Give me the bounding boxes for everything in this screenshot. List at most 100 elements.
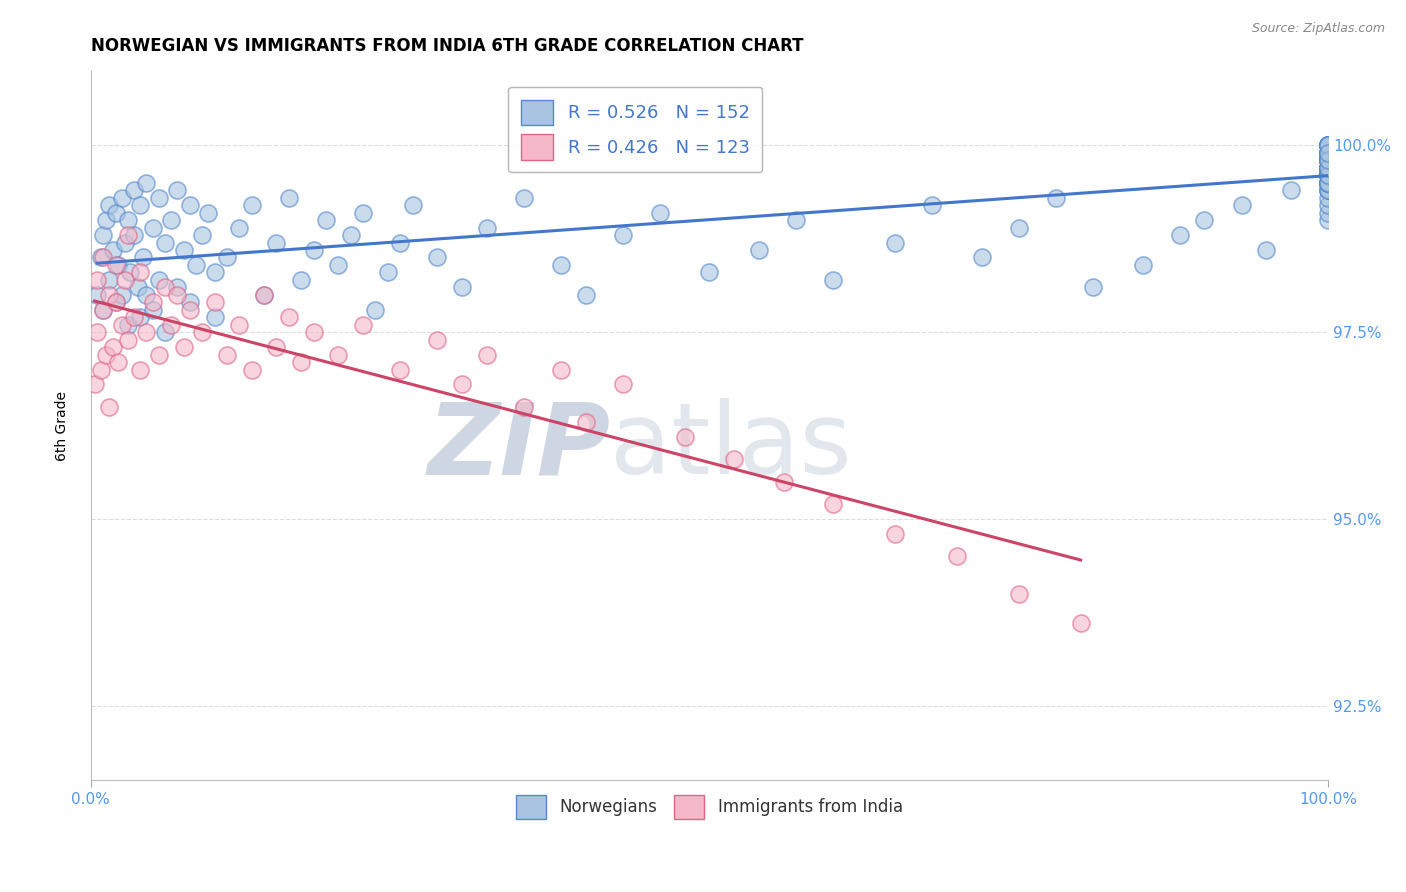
- Legend: Norwegians, Immigrants from India: Norwegians, Immigrants from India: [509, 789, 910, 825]
- Point: [401, 198, 423, 212]
- Point: [197, 205, 219, 219]
- Point: [160, 213, 183, 227]
- Point: [1317, 138, 1340, 153]
- Point: [1317, 169, 1340, 183]
- Point: [1317, 176, 1340, 190]
- Point: [302, 243, 325, 257]
- Point: [1070, 616, 1092, 631]
- Point: [160, 318, 183, 332]
- Point: [86, 288, 108, 302]
- Point: [1317, 169, 1340, 183]
- Point: [117, 228, 139, 243]
- Point: [114, 235, 136, 250]
- Point: [475, 220, 498, 235]
- Point: [129, 265, 152, 279]
- Point: [1317, 138, 1340, 153]
- Point: [1317, 169, 1340, 183]
- Point: [91, 302, 114, 317]
- Point: [1317, 145, 1340, 160]
- Point: [772, 475, 794, 489]
- Point: [785, 213, 807, 227]
- Point: [1317, 161, 1340, 175]
- Point: [1317, 176, 1340, 190]
- Point: [1279, 183, 1302, 197]
- Point: [723, 452, 745, 467]
- Point: [135, 288, 157, 302]
- Point: [1317, 138, 1340, 153]
- Point: [204, 265, 226, 279]
- Point: [1317, 161, 1340, 175]
- Point: [1317, 153, 1340, 168]
- Point: [970, 251, 993, 265]
- Point: [104, 295, 127, 310]
- Point: [1230, 198, 1253, 212]
- Point: [1317, 138, 1340, 153]
- Point: [1317, 161, 1340, 175]
- Point: [114, 273, 136, 287]
- Point: [1317, 176, 1340, 190]
- Point: [228, 220, 250, 235]
- Point: [1168, 228, 1191, 243]
- Point: [1317, 153, 1340, 168]
- Text: atlas: atlas: [610, 399, 852, 495]
- Point: [148, 273, 170, 287]
- Point: [90, 251, 112, 265]
- Point: [921, 198, 943, 212]
- Point: [204, 310, 226, 325]
- Point: [179, 198, 201, 212]
- Point: [98, 400, 121, 414]
- Point: [315, 213, 337, 227]
- Point: [339, 228, 361, 243]
- Point: [1317, 161, 1340, 175]
- Point: [1317, 169, 1340, 183]
- Point: [98, 273, 121, 287]
- Point: [1317, 161, 1340, 175]
- Point: [101, 340, 124, 354]
- Point: [302, 325, 325, 339]
- Point: [1317, 138, 1340, 153]
- Point: [1317, 161, 1340, 175]
- Point: [98, 288, 121, 302]
- Point: [884, 526, 907, 541]
- Point: [328, 347, 350, 361]
- Point: [122, 183, 145, 197]
- Point: [122, 310, 145, 325]
- Point: [1317, 145, 1340, 160]
- Point: [389, 362, 412, 376]
- Point: [1317, 161, 1340, 175]
- Point: [1317, 145, 1340, 160]
- Point: [1317, 169, 1340, 183]
- Point: [1008, 586, 1031, 600]
- Point: [1317, 169, 1340, 183]
- Point: [153, 325, 176, 339]
- Point: [328, 258, 350, 272]
- Point: [1317, 138, 1340, 153]
- Point: [612, 228, 634, 243]
- Point: [1256, 243, 1278, 257]
- Point: [111, 318, 134, 332]
- Point: [1317, 176, 1340, 190]
- Point: [107, 355, 129, 369]
- Point: [228, 318, 250, 332]
- Y-axis label: 6th Grade: 6th Grade: [55, 391, 69, 460]
- Point: [1317, 183, 1340, 197]
- Point: [1317, 213, 1340, 227]
- Point: [575, 415, 598, 429]
- Point: [127, 280, 149, 294]
- Point: [191, 228, 214, 243]
- Point: [166, 288, 188, 302]
- Point: [946, 549, 969, 564]
- Point: [364, 302, 387, 317]
- Point: [191, 325, 214, 339]
- Point: [104, 205, 127, 219]
- Point: [277, 310, 299, 325]
- Point: [1317, 138, 1340, 153]
- Point: [1317, 169, 1340, 183]
- Point: [1317, 145, 1340, 160]
- Point: [475, 347, 498, 361]
- Point: [1317, 205, 1340, 219]
- Point: [748, 243, 770, 257]
- Point: [1008, 220, 1031, 235]
- Point: [142, 220, 165, 235]
- Point: [111, 288, 134, 302]
